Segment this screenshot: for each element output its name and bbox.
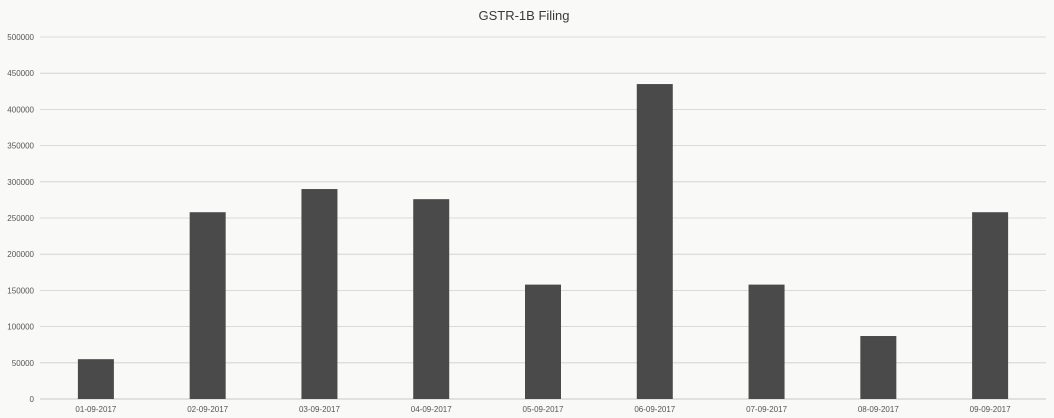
bar-08-09-2017 [860,336,897,399]
bar-03-09-2017 [301,189,338,399]
y-tick-label: 150000 [7,286,34,295]
bar-09-09-2017 [972,212,1009,399]
x-tick-label: 09-09-2017 [970,405,1011,414]
x-tick-label: 02-09-2017 [187,405,228,414]
bar-02-09-2017 [189,212,226,399]
y-tick-label: 250000 [7,214,34,223]
bar-05-09-2017 [525,284,561,399]
y-tick-label: 0 [30,395,35,404]
y-tick-label: 300000 [7,178,34,187]
x-tick-label: 01-09-2017 [75,405,116,414]
y-tick-label: 400000 [7,105,34,114]
y-tick-label: 500000 [7,33,34,42]
x-tick-label: 03-09-2017 [299,405,340,414]
x-axis-ticks: 01-09-2017 02-09-2017 03-09-2017 04-09-2017… [75,405,1011,414]
x-tick-label: 06-09-2017 [634,405,675,414]
x-tick-label: 04-09-2017 [411,405,452,414]
y-tick-label: 100000 [7,323,34,332]
chart-title: GSTR-1B Filing [478,8,569,23]
bar-07-09-2017 [748,284,785,399]
bar-04-09-2017 [413,199,450,399]
x-tick-label: 08-09-2017 [858,405,899,414]
x-tick-label: 05-09-2017 [523,405,564,414]
y-axis-ticks: 0 50000 100000 150000 200000 250000 300000 3500… [7,33,34,404]
y-tick-label: 50000 [12,359,35,368]
y-tick-label: 350000 [7,142,34,151]
bars [77,84,1009,399]
bar-06-09-2017 [636,84,673,399]
bar-01-09-2017 [77,359,114,399]
x-tick-label: 07-09-2017 [746,405,787,414]
y-tick-label: 450000 [7,69,34,78]
y-tick-label: 200000 [7,250,34,259]
